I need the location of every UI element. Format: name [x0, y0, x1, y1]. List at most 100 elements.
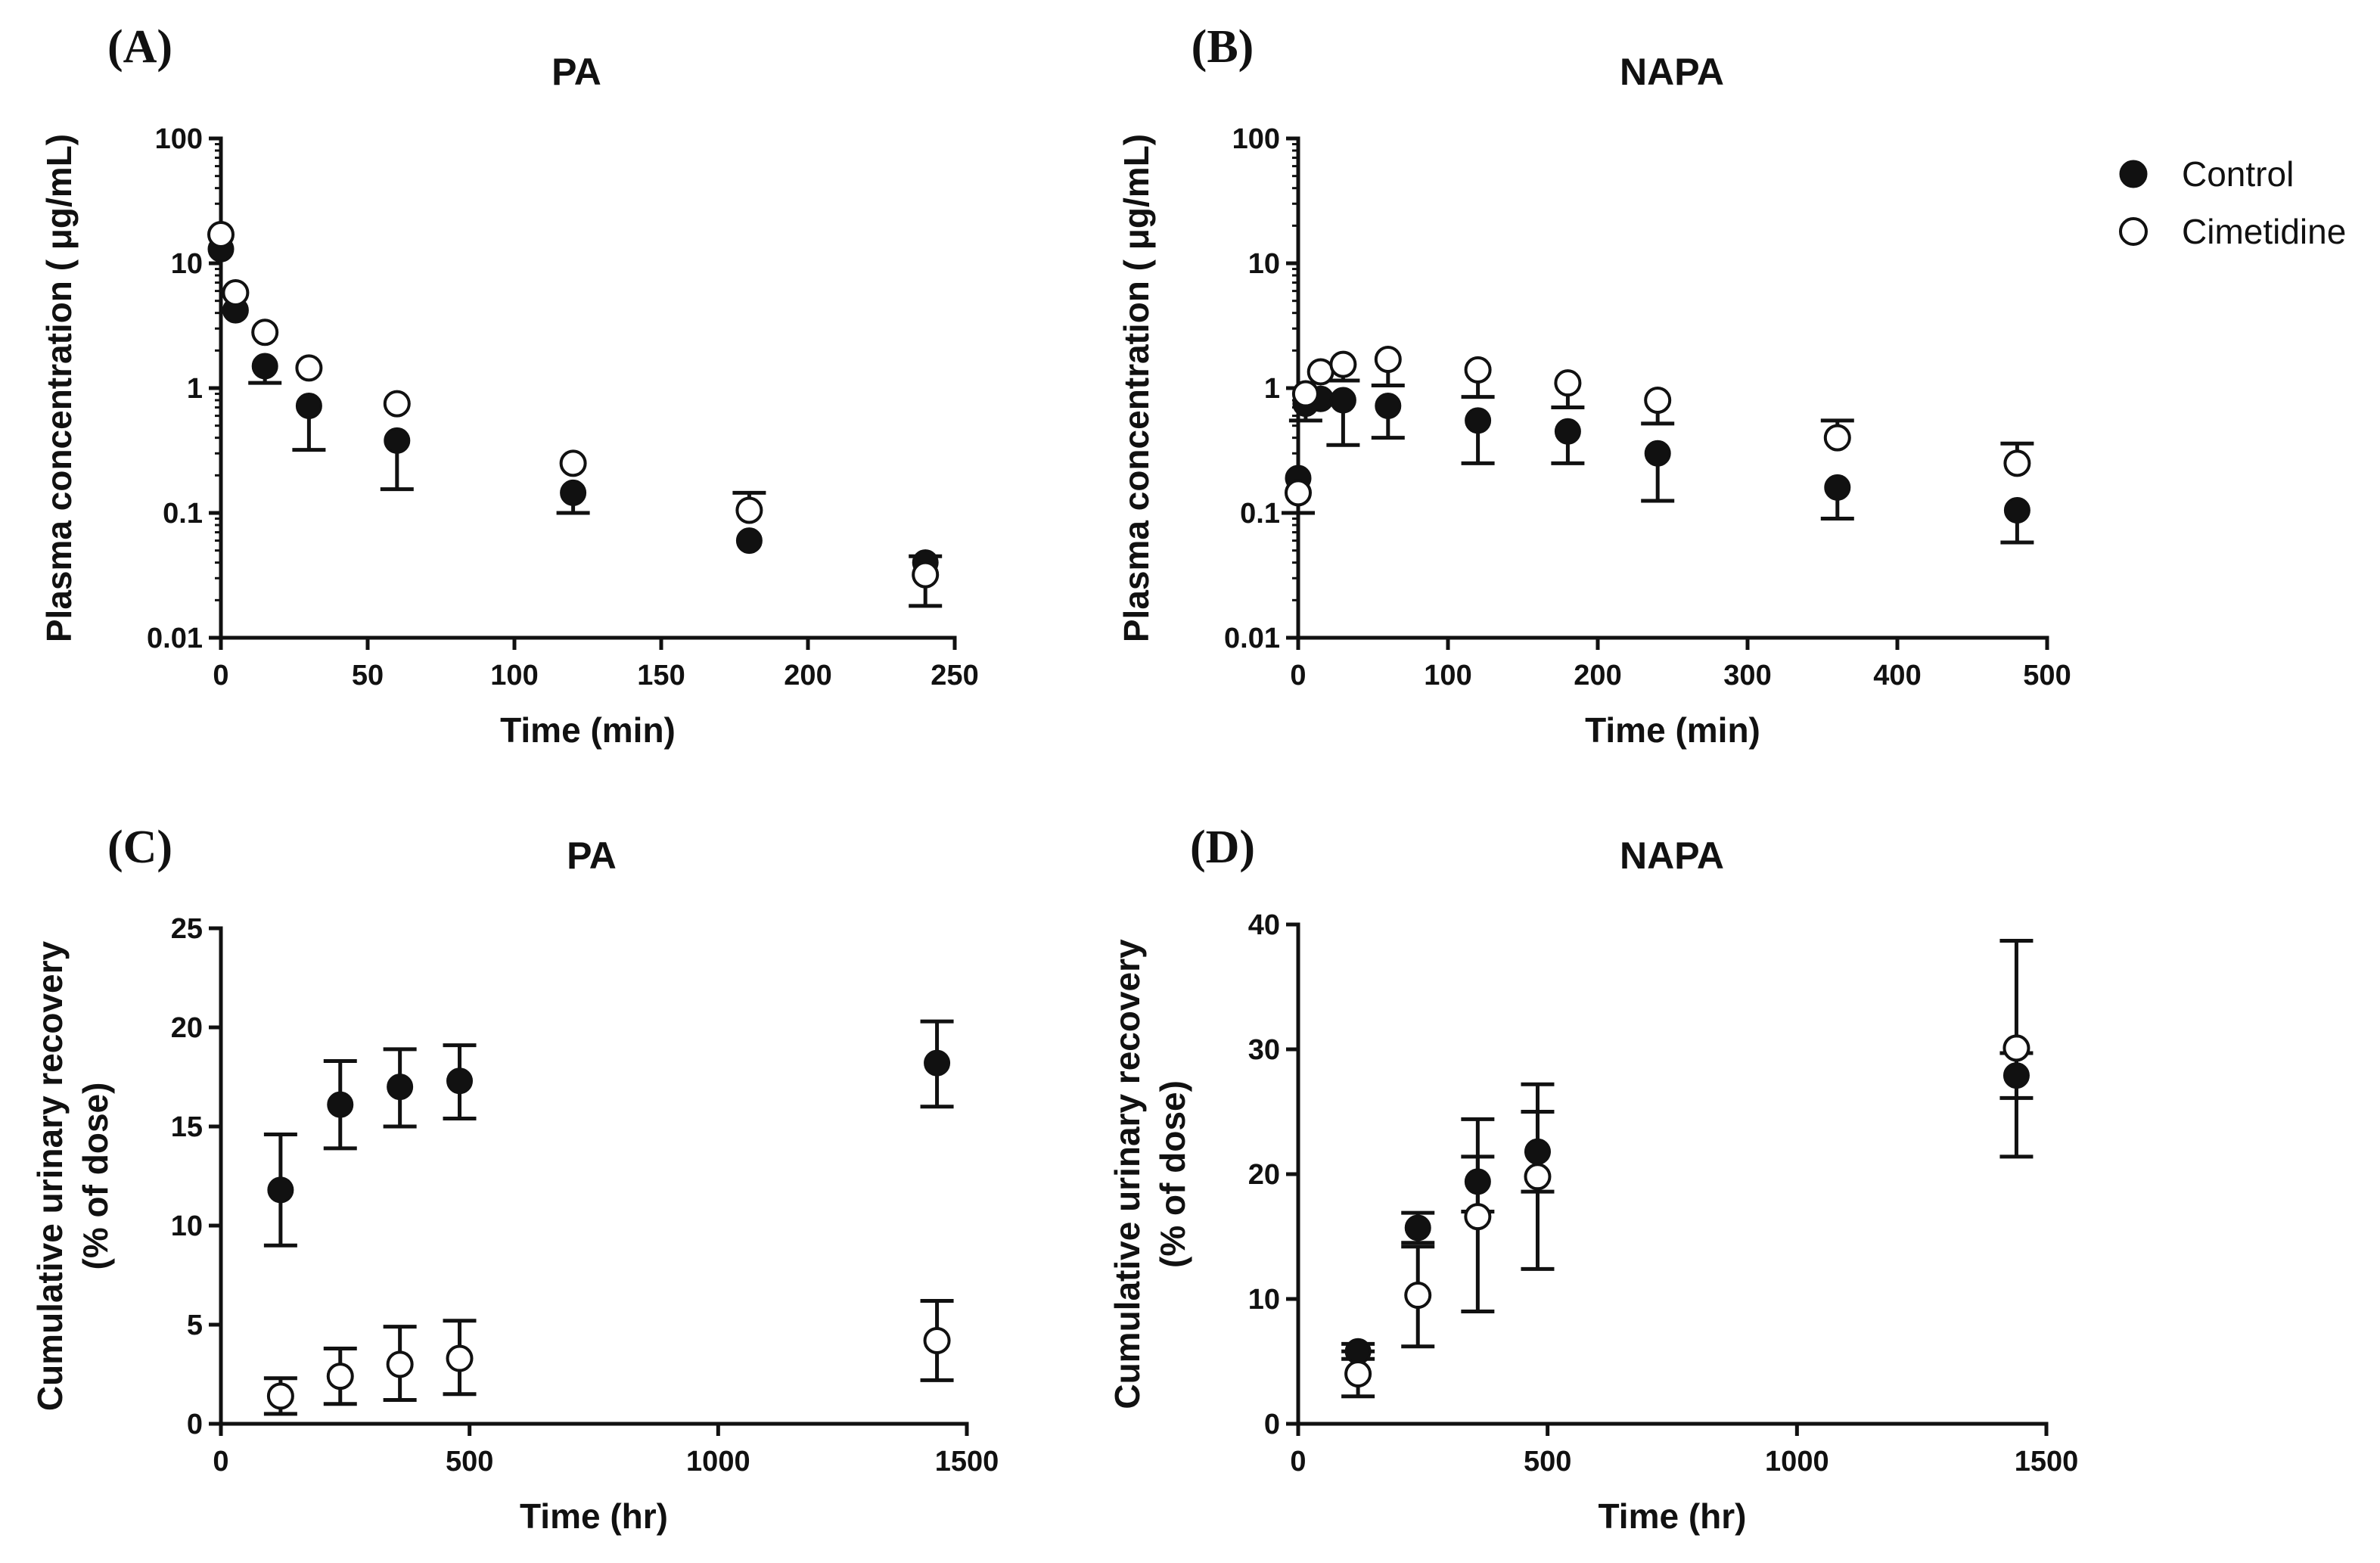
- x-tick-label: 500: [446, 1446, 493, 1478]
- control-point: [735, 527, 763, 555]
- cimetidine-point: [1374, 345, 1402, 373]
- cimetidine-point: [1307, 358, 1334, 386]
- x-tick-label: 100: [490, 660, 538, 691]
- cimetidine-point: [383, 390, 411, 418]
- y-tick-label: 30: [1248, 1034, 1280, 1066]
- x-tick-label: 0: [1290, 660, 1306, 691]
- panel-letter: (B): [1192, 21, 1254, 73]
- y-tick-label: 1: [1264, 373, 1280, 405]
- cimetidine-point: [923, 1326, 951, 1354]
- cimetidine-point: [1554, 369, 1582, 397]
- control-point: [1524, 1138, 1551, 1165]
- x-tick-label: 200: [784, 660, 831, 691]
- y-tick-label: 0.1: [163, 498, 203, 530]
- chart-title: PA: [552, 51, 601, 93]
- cimetidine-point: [386, 1350, 414, 1378]
- x-tick-label: 0: [1290, 1446, 1306, 1478]
- y-axis-label-line2: (% of dose): [1153, 1080, 1192, 1268]
- cimetidine-point: [207, 220, 235, 248]
- chart-title: PA: [567, 834, 617, 877]
- cimetidine-point: [1823, 424, 1851, 452]
- x-tick-label: 100: [1424, 660, 1471, 691]
- control-point: [446, 1067, 474, 1095]
- control-point: [1644, 440, 1671, 467]
- x-tick-label: 1000: [686, 1446, 750, 1478]
- y-tick-label: 10: [171, 248, 203, 280]
- y-tick-label: 10: [1248, 1284, 1280, 1316]
- cimetidine-point: [1464, 356, 1492, 384]
- control-point: [387, 1074, 414, 1101]
- cimetidine-point: [1329, 350, 1357, 378]
- cimetidine-point: [295, 354, 323, 382]
- cimetidine-point: [912, 561, 940, 589]
- x-tick-label: 0: [213, 1446, 228, 1478]
- y-tick-label: 15: [171, 1111, 203, 1143]
- chart-title: NAPA: [1620, 834, 1724, 877]
- panel-a: (A) PA 0 50 100 150 200 250 0.01 0.1 1 10 100 Time (m…: [39, 21, 979, 750]
- y-axis-label: Cumulative urinary recovery: [1108, 939, 1147, 1409]
- control-point: [560, 479, 587, 506]
- cimetidine-point: [2002, 1034, 2030, 1062]
- cimetidine-point: [266, 1382, 294, 1410]
- x-tick-label: 300: [1723, 660, 1771, 691]
- control-point: [267, 1176, 294, 1204]
- legend-control-marker: [2119, 160, 2148, 188]
- legend-cimetidine-marker: [2119, 217, 2148, 246]
- cimetidine-point: [222, 279, 250, 307]
- x-tick-label: 0: [213, 660, 228, 691]
- y-tick-label: 10: [171, 1210, 203, 1242]
- y-tick-label: 25: [171, 913, 203, 945]
- cimetidine-point: [1644, 386, 1672, 414]
- y-tick-label: 20: [171, 1012, 203, 1044]
- chart-title: NAPA: [1620, 51, 1724, 93]
- control-point: [327, 1091, 354, 1118]
- panel-b: (B) NAPA 0 100 200 300 400 500 0.01 0.1 1 10 100 Time…: [1117, 21, 2071, 750]
- y-tick-label: 5: [187, 1310, 203, 1341]
- panel-letter: (C): [107, 822, 172, 873]
- cimetidine-point: [559, 449, 587, 477]
- x-tick-label: 500: [2023, 660, 2071, 691]
- cimetidine-point: [735, 496, 763, 524]
- panel-letter: (A): [107, 21, 172, 73]
- cimetidine-point: [1291, 380, 1319, 408]
- control-point: [1554, 418, 1581, 445]
- x-tick-label: 50: [352, 660, 384, 691]
- x-tick-label: 250: [931, 660, 978, 691]
- control-point: [1375, 393, 1402, 420]
- x-axis-label: Time (hr): [520, 1496, 668, 1536]
- control-point: [2002, 1062, 2030, 1089]
- x-axis-label: Time (min): [500, 710, 676, 750]
- y-axis-label: Plasma concentration ( μg/mL): [39, 134, 79, 642]
- control-point: [2003, 497, 2030, 524]
- x-tick-label: 150: [637, 660, 685, 691]
- cimetidine-point: [1524, 1163, 1552, 1191]
- y-tick-label: 1: [187, 373, 203, 405]
- y-tick-label: 40: [1248, 909, 1280, 941]
- control-point: [1344, 1338, 1372, 1365]
- control-point: [251, 353, 278, 380]
- y-axis-label: Cumulative urinary recovery: [30, 940, 70, 1411]
- cimetidine-point: [326, 1363, 354, 1391]
- cimetidine-point: [1285, 479, 1312, 507]
- y-axis-label-line2: (% of dose): [76, 1083, 115, 1270]
- legend-label: Control: [2182, 154, 2294, 194]
- control-point: [384, 427, 411, 454]
- x-axis-label: Time (min): [1585, 710, 1760, 750]
- control-point: [1329, 387, 1356, 414]
- x-tick-label: 1500: [2015, 1446, 2079, 1478]
- cimetidine-point: [1404, 1282, 1432, 1310]
- panel-letter: (D): [1190, 822, 1255, 873]
- cimetidine-point: [2003, 449, 2031, 477]
- panel-c: (C) PA 0 500 1000 1500 0 5 10 15 20 25 Time (hr) Cumu…: [30, 822, 999, 1536]
- cimetidine-point: [251, 319, 279, 346]
- x-tick-label: 1000: [1765, 1446, 1829, 1478]
- x-tick-label: 1500: [935, 1446, 999, 1478]
- x-axis-label: Time (hr): [1599, 1496, 1747, 1536]
- y-tick-label: 100: [155, 123, 203, 155]
- y-tick-label: 0: [187, 1409, 203, 1440]
- x-tick-label: 500: [1524, 1446, 1571, 1478]
- cimetidine-point: [446, 1344, 474, 1372]
- control-point: [1824, 474, 1851, 501]
- legend-label: Cimetidine: [2182, 212, 2346, 251]
- y-tick-label: 0: [1264, 1409, 1280, 1440]
